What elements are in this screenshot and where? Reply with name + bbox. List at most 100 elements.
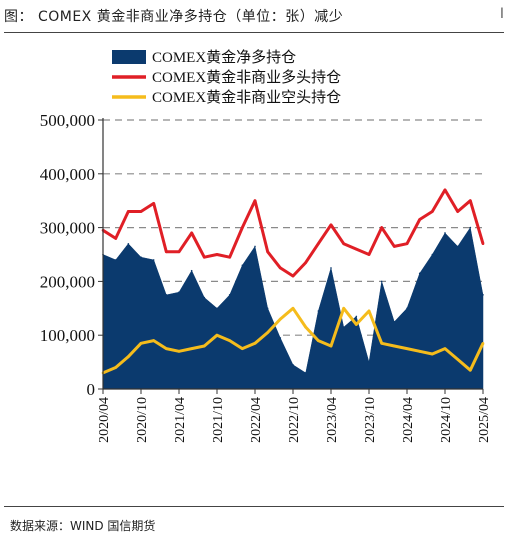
x-tick-label: 2023/10 bbox=[363, 397, 378, 443]
long-position-point bbox=[380, 226, 383, 229]
long-position-point bbox=[165, 250, 168, 254]
net-long-point bbox=[368, 361, 370, 363]
long-position-point bbox=[304, 261, 307, 264]
net-long-point bbox=[292, 363, 294, 366]
x-tick-label: 2025/04 bbox=[477, 397, 492, 443]
x-tick-label: 2020/04 bbox=[97, 397, 112, 443]
short-position-point bbox=[317, 339, 320, 342]
short-position-point bbox=[279, 317, 282, 321]
net-long-point bbox=[444, 232, 446, 234]
top-rule bbox=[4, 32, 504, 33]
y-tick-label: 0 bbox=[87, 380, 96, 399]
y-tick-label: 100,000 bbox=[40, 326, 95, 345]
legend-swatch-net-long bbox=[112, 50, 146, 64]
net-long-point bbox=[254, 245, 256, 248]
net-long-point bbox=[456, 245, 459, 248]
y-tick-label: 400,000 bbox=[40, 165, 95, 184]
short-position-point bbox=[228, 339, 231, 342]
x-tick-label: 2020/10 bbox=[135, 397, 150, 443]
long-position-point bbox=[266, 250, 269, 254]
net-long-point bbox=[342, 326, 345, 328]
long-position-point bbox=[469, 199, 472, 202]
net-long-point bbox=[190, 269, 193, 272]
long-position-point bbox=[241, 226, 244, 229]
short-position-point bbox=[456, 358, 459, 361]
y-tick-label: 200,000 bbox=[40, 272, 95, 291]
net-long-point bbox=[469, 226, 472, 229]
net-long-point bbox=[152, 259, 155, 261]
x-tick-label: 2021/04 bbox=[173, 397, 188, 443]
long-position-point bbox=[177, 250, 181, 254]
legend-label: COMEX黄金非商业空头持仓 bbox=[152, 89, 341, 106]
net-long-point bbox=[482, 294, 484, 296]
net-long-point bbox=[380, 280, 383, 283]
net-long-point bbox=[228, 294, 231, 296]
y-tick-label: 500,000 bbox=[40, 111, 95, 130]
long-position-line bbox=[102, 188, 485, 278]
short-position-point bbox=[291, 307, 295, 310]
net-long-point bbox=[304, 372, 307, 374]
net-long-point bbox=[165, 294, 168, 296]
net-long-point bbox=[393, 320, 396, 323]
short-position-point bbox=[266, 331, 269, 334]
short-position-point bbox=[215, 333, 219, 337]
legend-label: COMEX黄金非商业多头持仓 bbox=[152, 69, 341, 86]
short-position-point bbox=[127, 355, 130, 359]
x-tick-label: 2021/10 bbox=[211, 397, 226, 443]
short-position-point bbox=[329, 344, 333, 348]
long-position-point bbox=[253, 199, 257, 202]
long-position-point bbox=[418, 218, 421, 221]
net-long-point bbox=[431, 253, 434, 256]
net-long-point bbox=[140, 256, 142, 258]
x-tick-label: 2024/10 bbox=[439, 397, 454, 443]
short-position-point bbox=[418, 350, 421, 353]
series-layer bbox=[101, 188, 485, 390]
short-position-point bbox=[139, 341, 143, 345]
long-position-point bbox=[443, 188, 447, 192]
net-long-point bbox=[330, 267, 332, 269]
short-position-point bbox=[152, 339, 155, 342]
long-position-point bbox=[203, 255, 206, 259]
long-position-point bbox=[367, 253, 371, 256]
corner-mark: I bbox=[499, 6, 504, 22]
long-position-point bbox=[329, 223, 333, 227]
legend-label: COMEX黄金净多持仓 bbox=[152, 49, 296, 66]
axes: 0 100,000 200,000 300,000 400,000 500,000 2020… bbox=[40, 111, 492, 443]
net-long-point bbox=[317, 310, 320, 312]
long-position-point bbox=[405, 242, 409, 246]
short-position-point bbox=[241, 347, 244, 350]
short-position-point bbox=[165, 347, 168, 350]
short-position-point bbox=[342, 307, 345, 310]
net-long-point bbox=[203, 296, 206, 299]
short-position-point bbox=[177, 350, 181, 353]
net-long-point bbox=[178, 291, 180, 293]
net-long-point bbox=[216, 307, 218, 310]
chart-svg: 0 100,000 200,000 300,000 400,000 500,000 2020… bbox=[40, 49, 492, 443]
long-position-point bbox=[279, 266, 282, 270]
short-position-point bbox=[190, 347, 193, 350]
net-long-point bbox=[355, 315, 358, 318]
net-long-point bbox=[114, 259, 117, 261]
long-position-point bbox=[317, 242, 320, 246]
long-position-point bbox=[139, 210, 143, 213]
net-long-point bbox=[266, 307, 269, 310]
legend: COMEX黄金净多持仓 COMEX黄金非商业多头持仓 COMEX黄金非商业空头持仓 bbox=[112, 49, 341, 106]
x-tick-label: 2023/04 bbox=[325, 397, 340, 443]
long-position-point bbox=[228, 255, 231, 259]
long-position-point bbox=[342, 242, 345, 246]
x-tick-label: 2022/10 bbox=[287, 397, 302, 443]
y-tick-label: 300,000 bbox=[40, 219, 95, 238]
long-position-point bbox=[456, 210, 459, 213]
short-position-point bbox=[481, 341, 485, 345]
x-tick-label: 2024/04 bbox=[401, 397, 416, 443]
short-position-point bbox=[304, 325, 307, 329]
short-position-point bbox=[469, 368, 472, 372]
source-note: 数据来源：WIND 国信期货 bbox=[10, 519, 156, 533]
bottom-rule bbox=[4, 506, 504, 507]
long-position-point bbox=[114, 237, 117, 240]
short-position-point bbox=[203, 344, 206, 348]
short-position-point bbox=[114, 366, 117, 369]
short-position-point bbox=[253, 341, 257, 345]
long-position-point bbox=[355, 247, 358, 251]
long-position-point bbox=[393, 245, 396, 248]
